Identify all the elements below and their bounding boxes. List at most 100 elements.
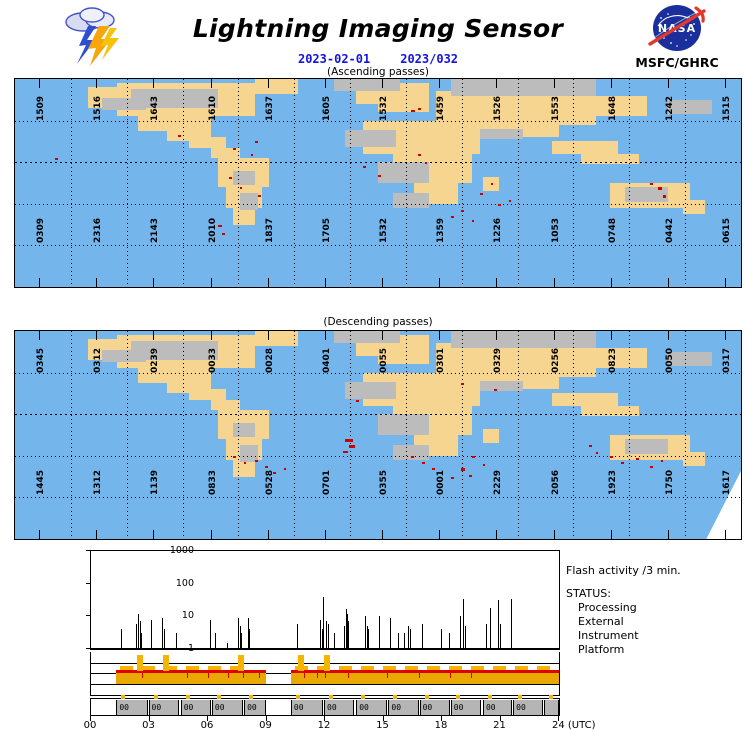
landmass — [138, 112, 211, 131]
flash-activity-bar — [489, 608, 491, 649]
legend-status-instrument: Instrument — [578, 629, 639, 642]
ascending-passes-map[interactable]: 1509 1516 1643 1610 1637 1605 1532 1459 1526 1553… — [14, 78, 742, 288]
orbit-time-label-bottom: 2056 — [550, 469, 561, 495]
orbit-time-label-bottom: 1139 — [150, 469, 161, 495]
status-instrument-drop — [141, 673, 143, 678]
flash-activity-bar — [327, 623, 329, 649]
orbit-time-label-bottom: 0701 — [321, 469, 332, 495]
platform-block[interactable]: 00 — [482, 700, 513, 715]
landmass-no-coverage — [378, 414, 429, 435]
longitude-gridline — [629, 79, 631, 287]
status-instrument-drop — [348, 673, 350, 678]
platform-strip[interactable]: 00 00 00 00 00 00 00 00 00 00 00 00 00 — [90, 698, 560, 716]
platform-block[interactable]: 00 — [356, 700, 388, 715]
status-processing-tick — [338, 666, 352, 670]
orbit-tick-bottom — [39, 278, 40, 287]
flash-activity-bar — [322, 629, 324, 649]
orbit-time-label-top: 0055 — [379, 347, 389, 373]
lightning-flash-marker — [461, 210, 465, 213]
lightning-flash-marker — [421, 462, 425, 465]
orbit-time-label-top: 1610 — [207, 95, 218, 121]
landmass — [189, 137, 226, 148]
flash-activity-bar — [398, 633, 400, 649]
orbit-time-label-bottom: 0833 — [207, 469, 218, 495]
orbit-tick-top — [153, 79, 155, 88]
flash-activity-bar — [162, 617, 164, 649]
orbit-time-label-bottom: 2143 — [150, 217, 161, 243]
platform-block[interactable]: 00 — [211, 700, 244, 715]
y-axis-tick-label: 10 — [181, 610, 194, 622]
platform-block[interactable]: 00 — [450, 700, 481, 715]
platform-block[interactable]: 00 — [388, 700, 419, 715]
longitude-gridline — [182, 331, 184, 539]
platform-block[interactable]: 00 — [290, 700, 324, 715]
status-processing-spike — [163, 655, 170, 671]
flash-activity-bar — [214, 633, 216, 649]
flash-activity-bar — [163, 629, 165, 649]
lightning-flash-marker — [494, 389, 498, 392]
lightning-flash-marker — [254, 141, 258, 144]
lightning-flash-marker — [497, 203, 501, 206]
flash-activity-bar — [441, 629, 442, 649]
flash-activity-bar — [248, 617, 249, 649]
lightning-flash-marker — [621, 462, 625, 465]
landmass-no-coverage — [479, 380, 524, 392]
status-processing-tick — [514, 666, 528, 670]
lightning-flash-marker — [240, 187, 243, 190]
lightning-flash-marker — [425, 162, 428, 165]
flash-activity-bar — [366, 626, 368, 649]
landmass — [378, 351, 429, 365]
longitude-gridline — [685, 79, 687, 287]
platform-block[interactable]: 00 — [419, 700, 450, 715]
platform-block[interactable]: 00 — [116, 700, 148, 715]
platform-block[interactable]: 00 — [148, 700, 179, 715]
orbit-tick-bottom — [267, 278, 269, 287]
lightning-flash-marker — [461, 468, 466, 472]
orbit-time-label-bottom: 1226 — [493, 217, 504, 243]
landmass-no-coverage — [345, 381, 397, 399]
platform-block[interactable] — [544, 700, 559, 715]
platform-block[interactable]: 00 — [513, 700, 544, 715]
orbit-time-label-top: 1643 — [150, 95, 161, 121]
status-instrument-drop — [186, 673, 188, 678]
flash-activity-bar — [365, 616, 366, 649]
longitude-gridline — [461, 79, 463, 287]
lightning-flash-marker — [410, 110, 415, 113]
lightning-flash-marker — [450, 476, 454, 479]
lightning-flash-marker — [595, 451, 598, 454]
platform-event-mark — [249, 695, 254, 699]
platform-block[interactable]: 00 — [180, 700, 211, 715]
flash-activity-bar — [138, 613, 140, 649]
orbit-time-label-bottom: 1445 — [36, 469, 46, 495]
platform-event-mark — [329, 695, 334, 699]
orbit-time-label-top: 1515 — [722, 95, 732, 121]
orbit-time-label-bottom: 2010 — [207, 217, 218, 243]
lightning-flash-marker — [232, 147, 236, 150]
orbit-time-label-top: 1532 — [379, 95, 389, 121]
status-strip[interactable] — [90, 652, 560, 696]
status-instrument-drop — [449, 673, 451, 678]
date-line: 2023-02-01 2023/032 — [0, 52, 756, 66]
orbit-time-label-top: 0028 — [264, 347, 275, 373]
orbit-tick-top — [153, 331, 155, 340]
y-axis-tick-label: 1 — [187, 643, 194, 654]
landmass-no-coverage — [334, 79, 400, 92]
flash-activity-plot[interactable] — [90, 550, 560, 650]
status-instrument-band — [290, 670, 559, 673]
orbit-tick-top — [324, 331, 326, 340]
flash-activity-bar — [320, 619, 322, 649]
landmass — [581, 153, 640, 165]
platform-block[interactable]: 00 — [244, 700, 267, 715]
lightning-flash-marker — [461, 383, 465, 385]
orbit-time-label-top: 0301 — [436, 347, 447, 373]
lightning-flash-marker — [54, 158, 58, 161]
orbit-tick-top — [439, 79, 441, 88]
flash-activity-bar — [511, 599, 513, 649]
y-axis-tick — [86, 550, 91, 551]
descending-passes-label: (Descending passes) — [323, 316, 433, 328]
landmass — [254, 79, 299, 94]
orbit-tick-bottom — [610, 530, 612, 539]
descending-passes-map[interactable]: 0345 0312 0239 0033 0028 0401 0055 0301 0329 0256… — [14, 330, 742, 540]
platform-block[interactable]: 00 — [324, 700, 355, 715]
orbit-tick-top — [96, 79, 98, 88]
